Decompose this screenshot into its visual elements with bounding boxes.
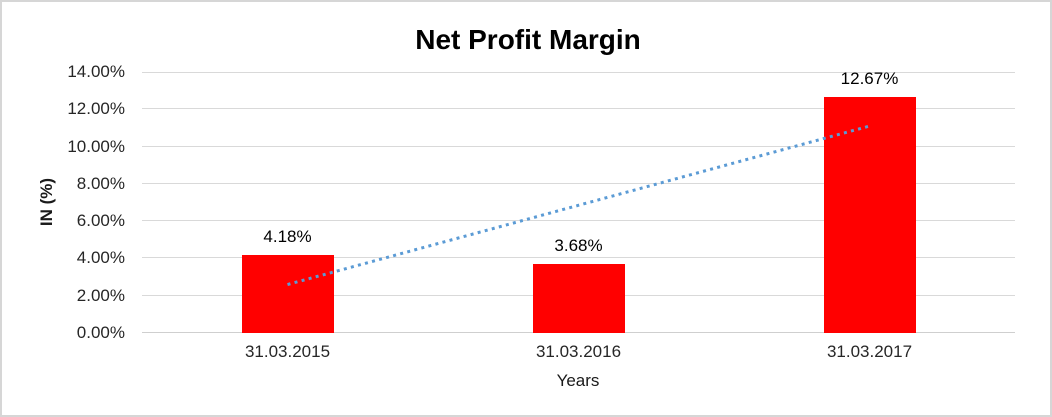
x-tick-label: 31.03.2017 xyxy=(826,342,913,361)
y-tick-label: 0.00% xyxy=(76,323,125,342)
plot-area: 4.18% 3.68% 12.67% xyxy=(142,68,1015,333)
y-tick-label: 8.00% xyxy=(76,173,125,193)
bar-value-label: 3.68% xyxy=(554,236,603,256)
bar-value-label: 12.67% xyxy=(840,68,899,88)
x-tick-label: 31.03.2015 xyxy=(244,342,331,361)
x-tick-label: 31.03.2016 xyxy=(535,342,622,361)
y-tick-label: 12.00% xyxy=(67,99,125,119)
bar-31.03.2016 xyxy=(532,264,625,333)
y-axis-title: IN (%) xyxy=(37,177,56,227)
y-tick-label: 6.00% xyxy=(76,211,125,231)
gridline-12.00% xyxy=(142,108,1015,110)
bar-31.03.2015 xyxy=(241,255,334,333)
y-tick-label: 14.00% xyxy=(67,62,125,81)
chart-title: Net Profit Margin xyxy=(415,24,641,55)
y-tick-label: 10.00% xyxy=(67,136,125,156)
y-tick-label: 4.00% xyxy=(76,248,125,268)
bar-31.03.2017 xyxy=(823,96,916,333)
gridline-14.00% xyxy=(142,72,1015,73)
bar-value-label: 4.18% xyxy=(263,227,312,247)
y-tick-label: 2.00% xyxy=(76,285,125,305)
x-axis-title: Years xyxy=(556,371,600,390)
